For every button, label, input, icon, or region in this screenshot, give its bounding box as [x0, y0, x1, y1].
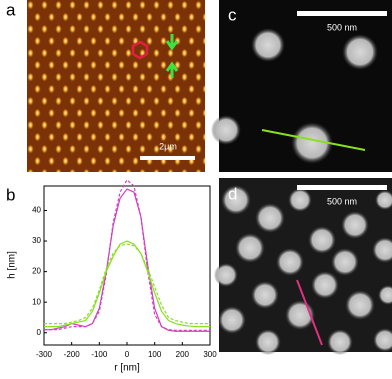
y-tick-label: 0 — [37, 328, 42, 337]
profile-line — [296, 279, 323, 346]
scale-text: 2μm — [159, 141, 177, 151]
y-tick-label: 10 — [32, 297, 41, 306]
x-axis-label: r [nm] — [114, 363, 140, 374]
y-tick-label: 30 — [32, 236, 41, 245]
data-line — [44, 178, 210, 331]
y-tick-label: 20 — [32, 267, 41, 276]
particles — [211, 28, 378, 164]
arrow — [165, 61, 179, 78]
particles — [214, 185, 392, 355]
x-tick-label: 200 — [176, 350, 190, 359]
x-tick-label: -200 — [64, 350, 81, 359]
scale-bar — [297, 11, 387, 16]
scale-text: 500 nm — [327, 196, 357, 206]
y-axis-label: h [nm] — [7, 251, 18, 279]
plot-frame — [43, 185, 211, 346]
data-line — [44, 243, 210, 325]
y-tick-label: 40 — [32, 206, 41, 215]
panel-label: b — [6, 185, 15, 204]
panel-label: d — [228, 184, 237, 203]
x-tick-label: -100 — [91, 350, 108, 359]
afm-image — [27, 0, 205, 172]
x-tick-label: 300 — [203, 350, 217, 359]
scale-text: 500 nm — [327, 22, 357, 32]
hexagon-marker — [131, 40, 149, 60]
scale-bar — [140, 156, 195, 160]
arrow — [165, 34, 179, 51]
panel-label: a — [6, 0, 16, 19]
panel-label: c — [228, 5, 237, 24]
scale-bar — [297, 185, 387, 190]
x-tick-label: 0 — [125, 350, 130, 359]
x-tick-label: 100 — [148, 350, 162, 359]
profile-line — [261, 129, 366, 151]
data-line — [44, 240, 210, 328]
x-tick-label: -300 — [36, 350, 53, 359]
data-line — [44, 188, 210, 332]
